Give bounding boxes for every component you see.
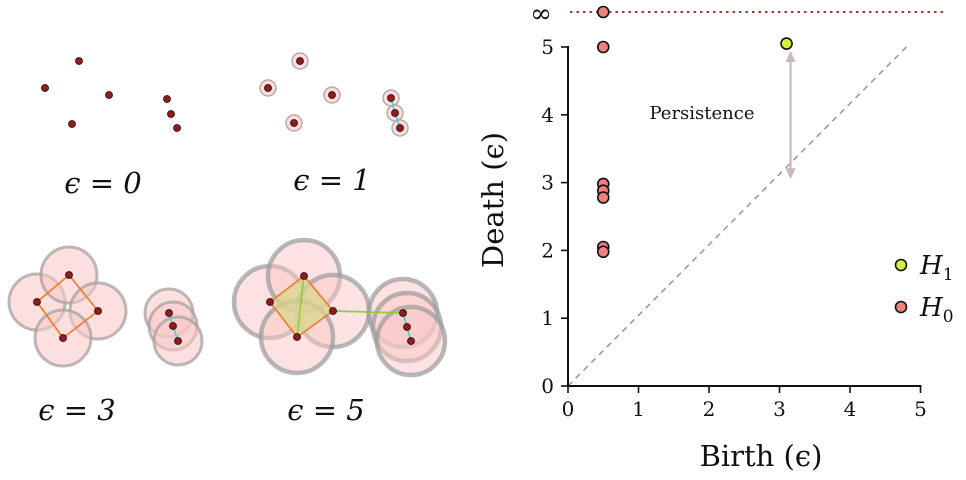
point (167, 110, 175, 118)
point (290, 119, 298, 127)
point (94, 307, 102, 315)
point (293, 333, 301, 341)
epsilon-label: ϵ = 3 (38, 393, 115, 427)
point (328, 91, 336, 99)
point (296, 57, 304, 65)
legend-marker (894, 258, 908, 272)
diagonal-line (567, 46, 907, 387)
arrow-head-top (785, 51, 796, 62)
epsilon-label: ϵ = 1 (293, 163, 370, 197)
filtration-panel-eps3: ϵ = 3 (7, 245, 204, 427)
edge (296, 275, 305, 338)
point (387, 94, 395, 102)
H1-point (780, 37, 793, 50)
point (174, 337, 182, 345)
y-tick-label: 0 (541, 374, 554, 398)
filtration-panel-eps1: ϵ = 1 (259, 52, 409, 197)
legend-marker (894, 300, 908, 314)
x-tick-label: 4 (844, 397, 857, 421)
persistence-annotation: Persistence (649, 103, 754, 124)
x-tick-label: 0 (562, 397, 575, 421)
y-tick-label: 1 (541, 306, 554, 330)
x-ticks: 0 1 2 3 4 5 (562, 386, 927, 421)
H0-point (596, 245, 610, 259)
x-tick-label: 1 (632, 397, 645, 421)
arrow-head-bottom (785, 168, 796, 180)
point (65, 271, 73, 279)
point (105, 91, 113, 99)
y-tick-label: 4 (541, 103, 554, 127)
y-tick-label: 3 (541, 171, 554, 195)
x-tick-label: 2 (703, 397, 716, 421)
x-tick-label: 5 (914, 397, 927, 421)
diagram-points (596, 5, 793, 259)
infinity-label: ∞ (530, 0, 552, 29)
epsilon-label: ϵ = 0 (64, 166, 141, 200)
point (329, 307, 337, 315)
y-axis-title: Death (ϵ) (476, 132, 510, 268)
H0-point (596, 40, 610, 54)
point (399, 309, 407, 317)
H0-point (596, 191, 610, 204)
point (266, 298, 274, 306)
x-tick-label: 3 (773, 397, 786, 421)
y-ticks: 0 1 2 3 4 5 (541, 35, 568, 398)
point (264, 84, 272, 92)
point (75, 57, 83, 65)
epsilon-label: ϵ = 5 (287, 393, 364, 427)
point (403, 323, 411, 331)
persistence-diagram: ∞ 0 1 2 3 4 5 0 1 2 3 4 5 Birth (ϵ) Death (ϵ) Pers… (476, 0, 954, 473)
point (391, 109, 399, 117)
point (59, 334, 67, 342)
y-tick-label: 5 (541, 35, 554, 59)
point (163, 95, 171, 103)
point (165, 309, 173, 317)
point (173, 124, 181, 132)
y-tick-label: 2 (541, 238, 554, 262)
point (396, 124, 404, 132)
x-axis-title: Birth (ϵ) (700, 439, 823, 473)
point (68, 120, 76, 128)
point (300, 272, 308, 280)
point (33, 298, 41, 306)
legend-label: H0 (919, 293, 954, 327)
point (169, 322, 177, 330)
filtration-panel-eps0: ϵ = 0 (41, 57, 181, 200)
persistence-arrow (785, 51, 796, 180)
point (41, 84, 49, 92)
point (407, 337, 415, 345)
legend-label: H1 (919, 251, 954, 285)
filtration-panel-eps5: ϵ = 5 (231, 237, 448, 427)
H0-point (596, 5, 610, 19)
edge (332, 310, 404, 314)
